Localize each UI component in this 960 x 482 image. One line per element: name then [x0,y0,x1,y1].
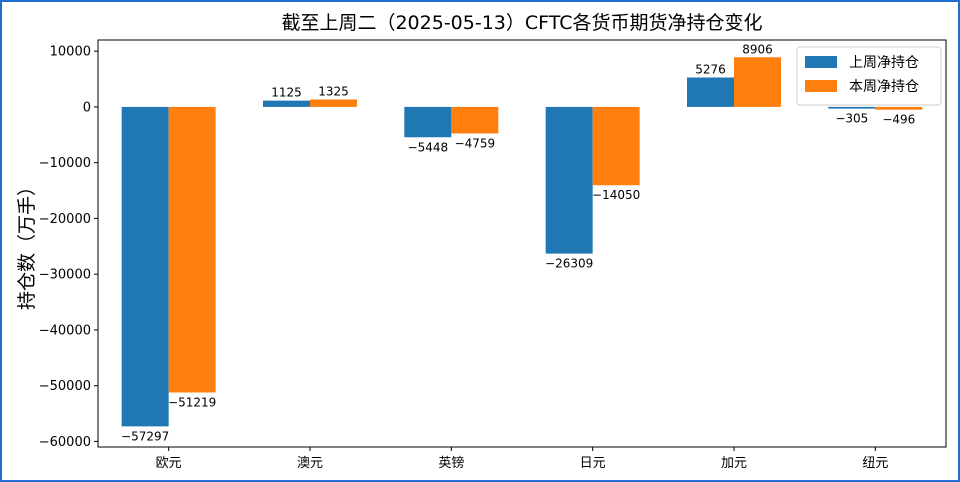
bar [168,106,216,393]
y-tick-label: −40000 [39,323,91,338]
x-axis-ticks: 欧元 澳元 英镑 日元 加元 纽元 [156,447,888,471]
legend-swatch-this-week [805,80,837,92]
x-tick-label: 日元 [580,456,606,471]
bar [451,106,499,134]
data-labels-group: −57297 −51219 1125 1325 −5448 −4759 −26309 −140… [121,42,915,443]
data-label: −496 [882,113,915,127]
x-tick-label: 欧元 [156,456,182,471]
bar [121,106,169,427]
x-tick-label: 澳元 [297,455,323,471]
bar [734,57,781,107]
data-label: −57297 [121,429,169,443]
legend-label-this-week: 本周净持仓 [849,79,919,95]
data-label: −51219 [168,395,216,409]
data-label: −14050 [592,188,640,202]
x-tick-label: 纽元 [862,456,888,471]
data-label: 5276 [695,62,726,76]
y-axis-ticks: 10000 0 −10000 −20000 −30000 −40000 −50000 −600… [39,45,98,450]
data-label: −5448 [408,140,449,154]
y-tick-label: −30000 [39,268,91,283]
data-label: −4759 [455,136,496,150]
bar [545,106,593,254]
y-axis-label: 持仓数（万手） [16,177,38,310]
data-label: −26309 [545,257,593,271]
data-label: 1325 [318,85,349,99]
x-tick-label: 英镑 [438,455,464,471]
data-label: 8906 [742,42,773,56]
bars-group [121,57,923,427]
legend: 上周净持仓 本周净持仓 [796,46,942,106]
bar [263,100,310,107]
legend-swatch-last-week [805,56,837,68]
bar [687,77,734,107]
data-label: 1125 [271,86,302,100]
y-tick-label: 0 [83,100,91,115]
bar [828,106,876,109]
y-tick-label: 10000 [50,45,91,60]
y-tick-label: −60000 [39,435,91,450]
data-label: −305 [835,112,868,126]
bar [310,99,357,107]
bar [592,106,640,186]
chart-title: 截至上周二（2025-05-13）CFTC各货币期货净持仓变化 [281,12,762,34]
plot-area [97,39,947,448]
bar [875,106,923,110]
y-tick-label: −50000 [39,379,91,394]
legend-label-last-week: 上周净持仓 [849,55,919,71]
bar [404,106,452,138]
y-tick-label: −10000 [39,156,91,171]
y-tick-label: −20000 [39,212,91,227]
x-tick-label: 加元 [721,456,747,471]
